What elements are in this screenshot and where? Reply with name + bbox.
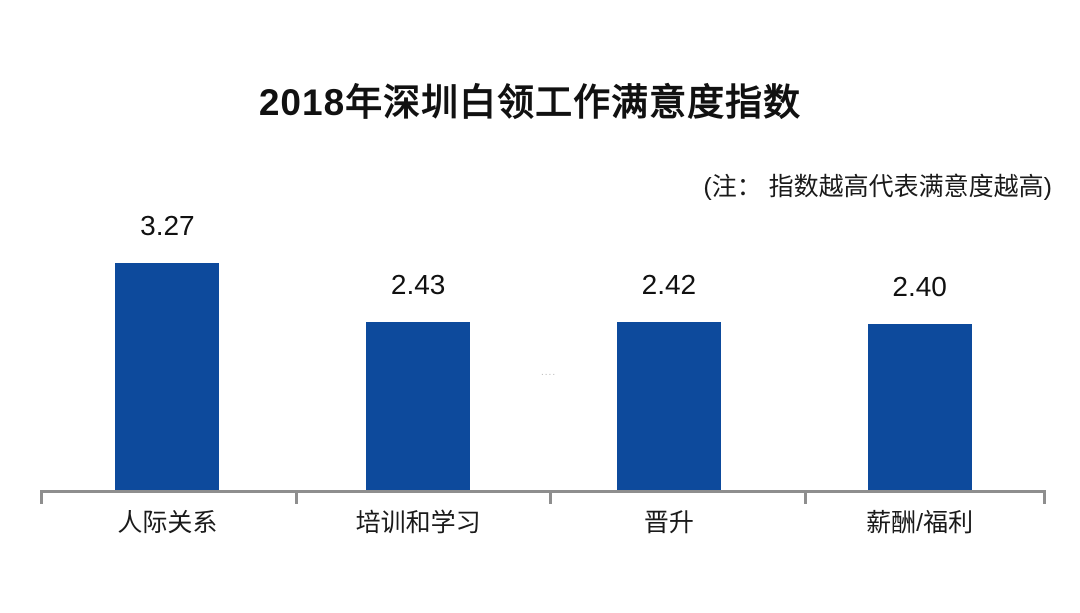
axis-tick <box>804 490 807 504</box>
x-axis-line <box>40 490 1046 493</box>
category-label: 晋升 <box>643 509 694 537</box>
bar-value-label: 2.42 <box>641 269 697 300</box>
bar-group: 2.43 <box>293 0 544 491</box>
axis-tick <box>549 490 552 504</box>
bar-group: 2.42 <box>544 0 795 491</box>
bar-group: 2.40 <box>794 0 1045 491</box>
category-axis: 人际关系 培训和学习 晋升 薪酬/福利 <box>42 503 1045 539</box>
bar <box>867 324 972 491</box>
category-label: 人际关系 <box>117 509 218 537</box>
plot-area: 3.27 2.43 2.42 2.40 <box>42 0 1045 491</box>
bar-value-label: 3.27 <box>140 210 195 241</box>
axis-tick <box>1043 490 1046 504</box>
category-label: 薪酬/福利 <box>866 509 974 537</box>
bar-value-label: 2.40 <box>892 271 947 302</box>
chart-note: (注： 指数越高代表满意度越高) <box>703 173 1052 201</box>
axis-tick <box>40 490 43 504</box>
bar-group: 3.27 <box>42 0 293 491</box>
bar <box>366 322 471 491</box>
bar <box>616 322 721 491</box>
bar-value-label: 2.43 <box>390 269 446 300</box>
watermark-dots: .... <box>541 367 557 378</box>
chart-title: 2018年深圳白领工作满意度指数 <box>258 82 802 123</box>
axis-tick <box>295 490 298 504</box>
bar <box>115 263 220 491</box>
category-label: 培训和学习 <box>355 509 481 537</box>
